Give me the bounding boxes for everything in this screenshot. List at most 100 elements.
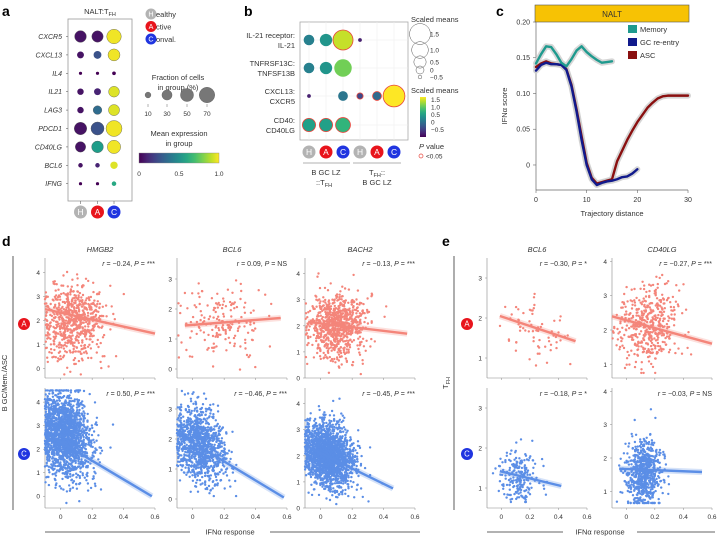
scatter-point — [56, 451, 59, 454]
scatter-point — [70, 417, 73, 420]
gene-label: CD40LG — [35, 144, 63, 151]
legend-badge-H: H — [145, 8, 157, 20]
correlation-stat: r = −0.13, P = *** — [362, 261, 415, 268]
scatter-point — [68, 408, 72, 411]
group-badge-H: H — [302, 145, 316, 159]
scatter-point — [227, 336, 230, 339]
scatter-point — [182, 471, 186, 474]
scatter-point — [314, 323, 317, 327]
scatter-point — [213, 425, 216, 428]
scatter-point — [346, 336, 349, 339]
scatter-point — [189, 336, 192, 339]
column-group-label: ::TFH — [316, 178, 332, 189]
scatter-point — [252, 322, 256, 325]
y-tick-label: 1 — [36, 342, 40, 349]
scatter-point — [67, 307, 70, 310]
dot — [106, 29, 122, 44]
scatter-point — [180, 405, 183, 409]
scatter-point — [62, 326, 65, 329]
group-badge-H-letter: H — [306, 147, 312, 157]
group-badge-C-letter: C — [111, 207, 117, 217]
scatter-point — [47, 483, 51, 487]
color-legend-tick: 0 — [137, 171, 141, 178]
scatter-point — [88, 320, 91, 323]
y-tick-label: 4 — [296, 271, 300, 278]
group-badge-A: A — [370, 145, 384, 159]
scatter-point — [184, 466, 187, 469]
color-legend-tick: 1.0 — [431, 105, 440, 112]
scatter-point — [365, 339, 368, 342]
scatter-point — [64, 454, 68, 457]
scatter-point — [88, 429, 91, 432]
scatter-point — [337, 347, 340, 351]
scatter-point — [51, 446, 54, 449]
scatter-point — [240, 315, 243, 319]
scatter-point — [212, 316, 215, 319]
scatter-point — [340, 322, 344, 325]
scatter-point — [44, 441, 48, 444]
scatter-point — [337, 310, 340, 313]
scatter-point — [216, 410, 220, 413]
scatter-point — [206, 443, 209, 447]
scatter-point — [350, 340, 354, 343]
scatter-point — [333, 328, 336, 331]
scatter-point — [56, 464, 59, 468]
scatter-point — [81, 430, 85, 433]
scatter-point — [62, 459, 66, 462]
scatter-point — [46, 458, 49, 461]
y-tick-label: 2 — [296, 453, 300, 460]
scatter-point — [192, 391, 195, 394]
scatter-point — [268, 345, 272, 348]
scatter-point — [304, 302, 308, 305]
scatter-point — [86, 471, 89, 475]
scatter-point — [85, 431, 89, 435]
dot — [95, 163, 100, 168]
scatter-point — [82, 416, 86, 420]
scatter-point — [61, 468, 64, 472]
scatter-point — [71, 486, 75, 489]
scatter-point — [74, 453, 77, 456]
scatter-point — [81, 321, 84, 324]
group-badge-A-circle — [91, 205, 104, 219]
scatter-point — [314, 326, 318, 330]
scatter-point — [187, 464, 191, 467]
scatter-point — [44, 296, 47, 299]
scatter-point — [351, 318, 354, 321]
scatter-point — [57, 351, 61, 354]
scatter-point — [209, 474, 213, 477]
scatter-point — [332, 317, 336, 320]
scatter-point — [216, 306, 219, 309]
scatter-point — [190, 409, 193, 413]
scatter-point — [207, 484, 211, 488]
scatter-point — [55, 345, 58, 348]
scatter-point — [195, 332, 198, 336]
scatter-point — [342, 348, 346, 352]
size-legend-circle — [417, 74, 423, 80]
scatter-point — [192, 402, 195, 405]
scatter-point — [195, 481, 198, 484]
scatter-point — [47, 305, 50, 309]
scatter-point — [93, 441, 96, 444]
scatter-point — [326, 308, 330, 311]
scatter-point — [338, 339, 341, 342]
scatter-point — [231, 323, 234, 326]
scatter-point — [90, 332, 93, 335]
scatter-point — [231, 471, 235, 474]
scatter-point — [74, 337, 77, 340]
scatter-point — [347, 318, 350, 321]
scatter-point — [61, 415, 64, 418]
scatter-point — [212, 346, 215, 349]
scatter-point — [78, 408, 81, 412]
scatter-point — [199, 452, 203, 455]
scatter-point — [44, 318, 47, 321]
scatter-point — [192, 468, 195, 471]
dot — [91, 140, 104, 153]
interaction-label: TNFRSF13C: — [250, 59, 295, 68]
scatter-point — [363, 320, 366, 324]
scatter-point — [77, 359, 81, 363]
y-tick-label: 4 — [36, 270, 40, 277]
scatter-point — [326, 289, 330, 292]
scatter-point — [194, 475, 197, 479]
scatter-point — [355, 298, 358, 301]
